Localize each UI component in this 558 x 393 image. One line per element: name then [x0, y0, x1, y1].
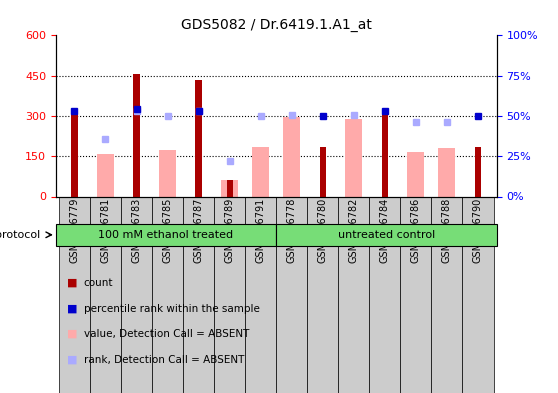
Bar [195, 80, 201, 196]
Bar [133, 74, 140, 196]
Text: percentile rank within the sample: percentile rank within the sample [84, 303, 259, 314]
Bar [475, 147, 481, 196]
Title: GDS5082 / Dr.6419.1.A1_at: GDS5082 / Dr.6419.1.A1_at [181, 18, 372, 31]
Bar [338, 196, 369, 393]
Text: rank, Detection Call = ABSENT: rank, Detection Call = ABSENT [84, 354, 244, 365]
Bar [152, 196, 183, 393]
Text: protocol: protocol [0, 230, 40, 240]
Bar [245, 196, 276, 393]
Text: ■: ■ [67, 354, 78, 365]
Bar [276, 224, 497, 246]
Bar [221, 180, 238, 196]
Bar [214, 196, 245, 393]
Bar [97, 154, 114, 196]
Bar [345, 119, 362, 196]
Bar [307, 196, 338, 393]
Bar [90, 196, 121, 393]
Text: ■: ■ [67, 303, 78, 314]
Bar [463, 196, 493, 393]
Text: 100 mM ethanol treated: 100 mM ethanol treated [98, 230, 234, 240]
Bar [382, 110, 388, 196]
Bar [369, 196, 401, 393]
Bar [276, 196, 307, 393]
Bar [183, 196, 214, 393]
Bar [439, 148, 455, 196]
Bar [252, 147, 269, 196]
Bar [401, 196, 431, 393]
Text: ■: ■ [67, 278, 78, 288]
Bar [56, 224, 276, 246]
Bar [407, 152, 425, 196]
Text: untreated control: untreated control [338, 230, 435, 240]
Bar [59, 196, 90, 393]
Text: ■: ■ [67, 329, 78, 339]
Bar [159, 149, 176, 196]
Bar [431, 196, 463, 393]
Text: count: count [84, 278, 113, 288]
Bar [227, 180, 233, 196]
Text: value, Detection Call = ABSENT: value, Detection Call = ABSENT [84, 329, 249, 339]
Bar [121, 196, 152, 393]
Bar [71, 110, 78, 196]
Bar [320, 147, 326, 196]
Bar [283, 117, 300, 196]
